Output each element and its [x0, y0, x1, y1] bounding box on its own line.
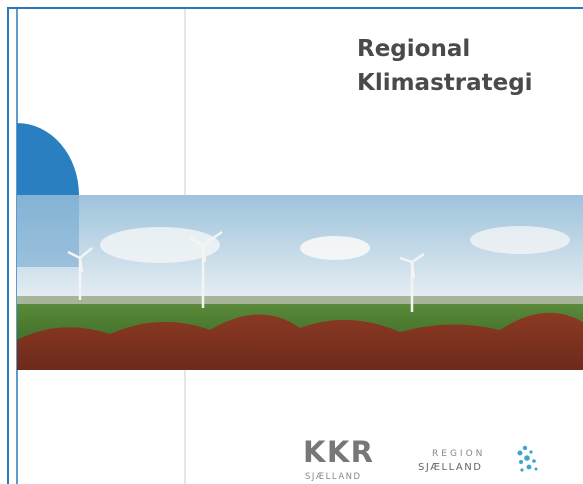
title-line: Regional	[357, 36, 470, 62]
region-subtitle: SJÆLLAND	[418, 462, 482, 473]
title-line: Klimastrategi	[357, 70, 533, 96]
page: {"title": {"line1": "Regional", "line2":…	[0, 0, 583, 484]
kkr-subtitle: SJÆLLAND	[305, 472, 362, 482]
kkr-logo: KKR	[303, 435, 373, 469]
cover: Regional Klimastrategi KKR SJÆLLAND REGI…	[0, 0, 583, 484]
landscape-photo	[17, 185, 583, 370]
region-logo: REGION	[432, 449, 485, 459]
